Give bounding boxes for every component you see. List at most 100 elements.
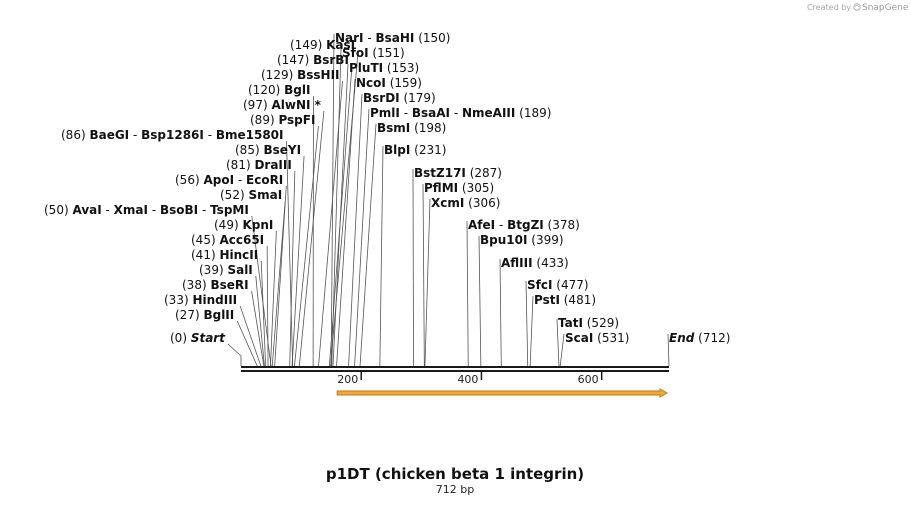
enzyme-label: PflMI (305) — [424, 181, 494, 195]
cut-position: (27) — [175, 308, 203, 322]
enzyme-label: PmlI - BsaAI - NmeAIII (189) — [370, 106, 551, 120]
enzyme-label: PluTI (153) — [349, 61, 419, 75]
enzyme-name: HindIII — [192, 293, 237, 307]
enzyme-name: PmlI — [370, 106, 400, 120]
enzyme-label-text: (38) BseRI — [182, 278, 249, 292]
enzyme-name: AvaI — [72, 203, 101, 217]
enzyme-label-text: ScaI (531) — [565, 331, 629, 345]
enzyme-label: (41) HincII — [191, 248, 258, 262]
enzyme-name: AflIII — [501, 256, 533, 270]
cut-site-leader — [251, 290, 265, 367]
enzyme-label: (149) KasI — [290, 38, 355, 52]
cut-position: (45) — [191, 233, 219, 247]
enzyme-label-text: TatI (529) — [558, 316, 619, 330]
cut-position: (153) — [383, 61, 419, 75]
enzyme-label: TatI (529) — [558, 316, 619, 330]
enzyme-label-text: (97) AlwNI * — [243, 98, 322, 112]
cut-position: (86) — [61, 128, 89, 142]
enzyme-label: AflIII (433) — [501, 256, 569, 270]
tick-label: 600 — [578, 373, 599, 386]
enzyme-label: (33) HindIII — [164, 293, 237, 307]
enzyme-name: BlpI — [384, 143, 410, 157]
enzyme-name: PspFI — [278, 113, 315, 127]
feature-arrow — [336, 388, 669, 398]
enzyme-name: AfeI — [468, 218, 495, 232]
enzyme-label: (50) AvaI - XmaI - BsoBI - TspMI — [44, 203, 249, 217]
cut-site-leader — [559, 333, 565, 367]
enzyme-label: (89) PspFI — [250, 113, 315, 127]
enzyme-label-text: PluTI (153) — [349, 61, 419, 75]
cut-position: (531) — [593, 331, 629, 345]
cut-site-leader — [298, 110, 325, 367]
enzyme-name: EcoRI — [246, 173, 283, 187]
enzyme-name: ScaI — [565, 331, 593, 345]
cut-position: (38) — [182, 278, 210, 292]
enzyme-label-text: BsmI (198) — [377, 121, 446, 135]
cut-position: (52) — [220, 188, 248, 202]
map-title: p1DT (chicken beta 1 integrin) — [326, 465, 584, 483]
cut-site-leader — [330, 33, 335, 367]
enzyme-label-text: (89) PspFI — [250, 113, 315, 127]
enzyme-label-text: (85) BseYI — [235, 143, 301, 157]
enzyme-label: AfeI - BtgZI (378) — [468, 218, 580, 232]
enzyme-label-text: (52) SmaI — [220, 188, 282, 202]
enzyme-label: SfoI (151) — [342, 46, 405, 60]
enzyme-name: XmaI — [114, 203, 148, 217]
cut-position: (306) — [464, 196, 500, 210]
enzyme-label-text: BsrDI (179) — [363, 91, 436, 105]
enzyme-label-text: (81) DraIII — [226, 158, 292, 172]
enzyme-label-text: (41) HincII — [191, 248, 258, 262]
cut-site-leader — [266, 245, 269, 367]
cut-site-leader — [271, 200, 286, 367]
cut-site-leader — [529, 295, 534, 367]
enzyme-label: (38) BseRI — [182, 278, 249, 292]
enzyme-name: KasI — [326, 38, 355, 52]
enzyme-label: (147) BsrBI — [277, 53, 349, 67]
enzyme-name: AlwNI * — [271, 98, 321, 112]
cut-site-leader — [359, 123, 377, 367]
enzyme-name: BglI — [284, 83, 310, 97]
name-separator: - — [400, 106, 412, 120]
enzyme-label: BsrDI (179) — [363, 91, 436, 105]
enzyme-label-text: BlpI (231) — [384, 143, 446, 157]
enzyme-name: BsaHI — [376, 31, 415, 45]
enzyme-name: BglII — [203, 308, 234, 322]
enzyme-label: BlpI (231) — [384, 143, 446, 157]
enzyme-label: SfcI (477) — [527, 278, 589, 292]
cut-site-leader — [379, 145, 384, 367]
cut-position: (150) — [414, 31, 450, 45]
enzyme-label-text: (27) BglII — [175, 308, 234, 322]
enzyme-name: KpnI — [242, 218, 273, 232]
cut-position: (481) — [560, 293, 596, 307]
name-separator: - — [148, 203, 160, 217]
enzyme-name: SmaI — [248, 188, 282, 202]
cut-position: (231) — [410, 143, 446, 157]
enzyme-name: XcmI — [431, 196, 464, 210]
name-separator: - — [102, 203, 114, 217]
cut-site-leaders — [227, 33, 670, 367]
enzyme-name: NmeAIII — [462, 106, 515, 120]
cut-site-leader — [478, 235, 482, 367]
cut-position: (81) — [226, 158, 254, 172]
enzyme-label-text: AfeI - BtgZI (378) — [468, 218, 580, 232]
enzyme-name: DraIII — [254, 158, 291, 172]
enzyme-name: SfoI — [342, 46, 369, 60]
enzyme-label-text: PmlI - BsaAI - NmeAIII (189) — [370, 106, 551, 120]
cut-position: (129) — [261, 68, 297, 82]
enzyme-label-text: (0) Start — [170, 331, 226, 345]
cut-site-leader — [412, 168, 414, 367]
enzyme-label: End (712) — [669, 331, 730, 345]
cut-position: (97) — [243, 98, 271, 112]
cut-position: (49) — [214, 218, 242, 232]
snapgene-logo-icon — [853, 3, 861, 11]
cut-site-leader — [289, 170, 296, 367]
cut-position: (147) — [277, 53, 313, 67]
cut-position: (159) — [386, 76, 422, 90]
cut-position: (198) — [410, 121, 446, 135]
enzyme-label: (0) Start — [170, 331, 226, 345]
enzyme-label: (97) AlwNI * — [243, 98, 322, 112]
enzyme-name: BsmI — [377, 121, 410, 135]
name-separator: - — [364, 31, 376, 45]
credit-prefix: Created by — [807, 3, 851, 12]
cut-site-leader — [291, 155, 305, 367]
